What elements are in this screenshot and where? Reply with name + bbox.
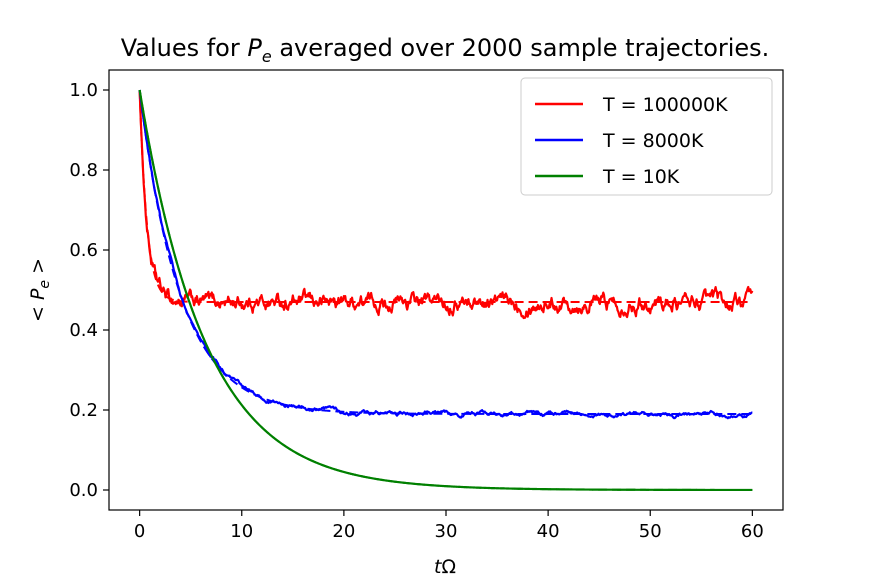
chart-title-prefix: Values for (121, 34, 248, 62)
y-axis-label-close: > (27, 258, 49, 280)
x-tick-label: 40 (537, 521, 560, 542)
series-fit-line (138, 89, 753, 303)
y-tick-label: 0.8 (69, 160, 98, 181)
legend-label: T = 8000K (602, 130, 704, 152)
series-line (138, 89, 753, 420)
y-axis-label-open: < (27, 300, 49, 322)
x-tick-label: 20 (332, 521, 355, 542)
x-tick-label: 60 (741, 521, 764, 542)
legend: T = 100000K T = 8000K T = 10K (520, 77, 773, 196)
chart-title-sub: e (262, 47, 272, 66)
legend-box (520, 77, 773, 196)
y-axis-ticks: 0.0 0.2 0.4 0.6 0.8 1.0 (69, 80, 109, 501)
x-tick-label: 30 (435, 521, 458, 542)
x-axis-label-rest: Ω (441, 556, 456, 578)
y-tick-label: 0.2 (69, 400, 98, 421)
y-axis-label-sub: e (37, 280, 53, 289)
y-tick-label: 0.6 (69, 240, 98, 261)
x-tick-label: 50 (639, 521, 662, 542)
x-axis-ticks: 0 10 20 30 40 50 60 (134, 510, 764, 542)
plot-area (138, 89, 754, 492)
legend-label: T = 100000K (602, 94, 728, 116)
x-axis-label-var: t (434, 556, 443, 578)
y-axis-label: < Pe > (27, 258, 53, 322)
y-tick-label: 1.0 (69, 80, 98, 101)
x-tick-label: 10 (230, 521, 253, 542)
x-axis-label: tΩ (434, 556, 456, 578)
y-axis-label-var: P (27, 288, 49, 300)
legend-label: T = 10K (602, 166, 680, 188)
chart-title: Values for Pe averaged over 2000 sample … (121, 34, 770, 66)
chart-title-var: P (247, 34, 262, 62)
x-tick-label: 0 (134, 521, 145, 542)
series-line (138, 89, 754, 320)
y-tick-label: 0.0 (69, 480, 98, 501)
chart-title-suffix: averaged over 2000 sample trajectories. (272, 34, 770, 62)
series-line (138, 89, 753, 492)
y-tick-label: 0.4 (69, 320, 98, 341)
